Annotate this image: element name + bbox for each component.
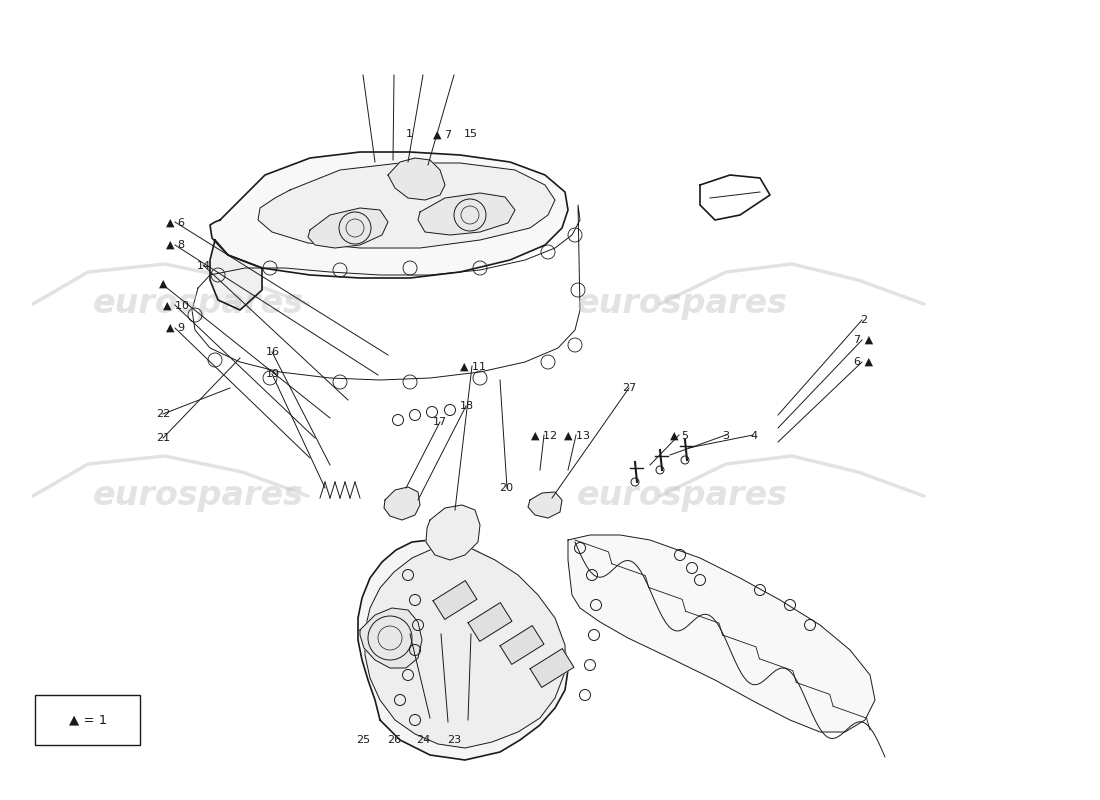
- Text: 26: 26: [387, 735, 400, 745]
- Polygon shape: [568, 535, 874, 732]
- Polygon shape: [530, 649, 574, 687]
- Polygon shape: [418, 193, 515, 235]
- Polygon shape: [258, 163, 556, 248]
- Text: 2: 2: [860, 315, 867, 325]
- Text: ▲ 12: ▲ 12: [531, 431, 558, 441]
- Polygon shape: [360, 608, 422, 668]
- Text: 24: 24: [417, 735, 430, 745]
- Bar: [35, 695, 140, 745]
- Text: 23: 23: [448, 735, 461, 745]
- Polygon shape: [528, 492, 562, 518]
- Polygon shape: [210, 152, 568, 278]
- Polygon shape: [426, 505, 480, 560]
- Polygon shape: [365, 542, 565, 748]
- Polygon shape: [433, 581, 477, 619]
- Polygon shape: [358, 540, 568, 760]
- Text: 17: 17: [433, 418, 447, 427]
- Text: ▲ 10: ▲ 10: [163, 301, 189, 310]
- Text: ▲ 13: ▲ 13: [564, 431, 591, 441]
- Text: 18: 18: [460, 402, 473, 411]
- Text: ▲ 8: ▲ 8: [166, 240, 186, 250]
- Polygon shape: [384, 487, 420, 520]
- Text: 27: 27: [623, 383, 636, 393]
- Text: ▲ 6: ▲ 6: [166, 218, 186, 227]
- Polygon shape: [388, 158, 446, 200]
- Text: ▲ = 1: ▲ = 1: [69, 714, 107, 726]
- Text: ▲ 9: ▲ 9: [166, 323, 186, 333]
- Text: eurospares: eurospares: [576, 479, 788, 513]
- Polygon shape: [469, 602, 512, 642]
- Text: 3: 3: [723, 431, 729, 441]
- Text: eurospares: eurospares: [576, 287, 788, 321]
- Text: ▲ 5: ▲ 5: [670, 431, 690, 441]
- Text: 1: 1: [406, 130, 412, 139]
- Polygon shape: [700, 175, 770, 220]
- Text: 20: 20: [499, 483, 513, 493]
- Text: 16: 16: [266, 347, 279, 357]
- Text: 15: 15: [464, 130, 477, 139]
- Text: 7 ▲: 7 ▲: [854, 335, 873, 345]
- Text: 14: 14: [197, 261, 210, 270]
- Text: eurospares: eurospares: [92, 287, 304, 321]
- Text: 4: 4: [750, 431, 757, 441]
- Text: ▲: ▲: [158, 279, 167, 289]
- Text: 25: 25: [356, 735, 370, 745]
- Polygon shape: [500, 626, 543, 664]
- Text: 19: 19: [266, 370, 279, 379]
- Text: ▲ 7: ▲ 7: [432, 130, 452, 139]
- Text: 22: 22: [156, 410, 169, 419]
- Polygon shape: [210, 240, 262, 310]
- Text: 6 ▲: 6 ▲: [854, 357, 873, 366]
- Polygon shape: [308, 208, 388, 248]
- Text: eurospares: eurospares: [92, 479, 304, 513]
- Text: 21: 21: [156, 434, 169, 443]
- Text: ▲ 11: ▲ 11: [460, 362, 486, 371]
